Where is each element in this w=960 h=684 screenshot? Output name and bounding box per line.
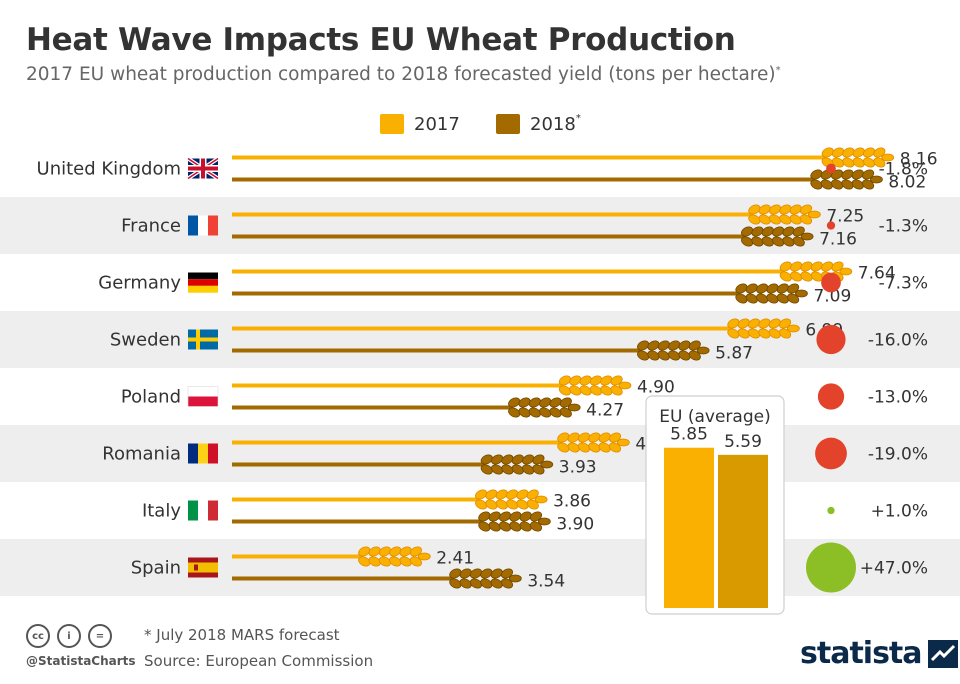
legend-item-2017: 2017 — [380, 112, 460, 136]
country-label-spain: Spain — [131, 558, 181, 579]
country-label-france: France — [121, 216, 181, 237]
bar-2018-poland — [232, 397, 581, 418]
change-bubble-sweden — [816, 324, 846, 355]
bar-2018-germany — [232, 283, 808, 304]
bar-2017-sweden — [232, 318, 800, 339]
legend-mark-2018: * — [575, 113, 581, 124]
change-label-romania: -19.0% — [868, 445, 928, 465]
value-label-2017-italy: 3.86 — [553, 492, 591, 512]
value-label-2018-sweden: 5.87 — [715, 344, 753, 364]
uk-flag-icon — [186, 156, 220, 181]
bar-2018-france — [232, 226, 814, 247]
country-label-united-kingdom: United Kingdom — [37, 159, 181, 180]
country-label-italy: Italy — [142, 501, 181, 522]
forecast-note: * July 2018 MARS forecast — [144, 626, 340, 644]
country-label-sweden: Sweden — [110, 330, 181, 351]
bar-2017-italy — [232, 489, 548, 510]
change-label-sweden: -16.0% — [868, 331, 928, 351]
germany-flag-icon — [188, 272, 218, 293]
license-icons: cc i = — [26, 624, 112, 648]
italy-flag-icon — [188, 500, 218, 521]
bar-2017-spain — [232, 546, 431, 567]
value-label-2017-germany: 7.64 — [858, 264, 896, 284]
change-label-united-kingdom: -1.8% — [879, 160, 928, 180]
bar-2018-sweden — [232, 340, 710, 361]
spain-flag-icon — [188, 557, 218, 578]
eu-average-title: EU (average) — [659, 407, 770, 427]
value-label-2018-poland: 4.27 — [586, 401, 624, 421]
eu-bar-2018 — [718, 454, 768, 608]
change-bubble-poland — [817, 383, 845, 410]
bar-2018-italy — [232, 511, 551, 532]
value-label-2018-italy: 3.90 — [556, 515, 594, 535]
bar-2017-france — [232, 204, 821, 225]
bar-2017-romania — [232, 432, 630, 453]
source-note: Source: European Commission — [144, 652, 374, 670]
brand-name: statista — [800, 636, 923, 671]
change-bubble-germany — [821, 272, 841, 293]
change-label-spain: +47.0% — [860, 559, 928, 579]
value-label-2017-poland: 4.90 — [637, 378, 675, 398]
subtitle-text: 2017 EU wheat production compared to 201… — [26, 64, 776, 85]
value-label-2018-romania: 3.93 — [559, 458, 597, 478]
value-label-2018-spain: 3.54 — [527, 572, 565, 592]
change-bubble-romania — [815, 437, 847, 470]
bar-2017-poland — [232, 375, 632, 396]
value-label-2018-germany: 7.09 — [813, 287, 851, 307]
eu-bar-2017 — [664, 447, 714, 608]
change-label-poland: -13.0% — [868, 388, 928, 408]
value-label-2017-france: 7.25 — [826, 207, 864, 227]
row-background-sweden — [0, 311, 960, 368]
eu-value-label-2017: 5.85 — [670, 425, 708, 445]
change-label-italy: +1.0% — [871, 502, 928, 522]
romania-flag-icon — [188, 443, 218, 464]
change-bubble-spain — [806, 542, 856, 593]
legend-item-2018: 2018 * — [496, 112, 581, 136]
change-bubble-united-kingdom — [826, 163, 836, 174]
row-background-romania — [0, 425, 960, 482]
value-label-2018-france: 7.16 — [819, 230, 857, 250]
legend-label-2018: 2018 — [530, 113, 576, 135]
france-flag-icon — [188, 215, 218, 236]
bar-2018-romania — [232, 454, 554, 475]
page-title: Heat Wave Impacts EU Wheat Production — [26, 22, 736, 58]
poland-flag-icon — [187, 386, 219, 407]
legend-swatch-2018 — [496, 114, 520, 134]
cc-icon: cc — [26, 624, 50, 648]
bar-2018-spain — [232, 568, 522, 589]
social-handle: @StatistaCharts — [26, 654, 136, 668]
bar-2017-united-kingdom — [232, 147, 895, 168]
change-label-france: -1.3% — [879, 217, 928, 237]
page-subtitle: 2017 EU wheat production compared to 201… — [26, 64, 781, 85]
brand-logo: statista — [800, 636, 958, 671]
subtitle-mark: * — [775, 64, 781, 76]
bar-2017-germany — [232, 261, 853, 282]
value-label-2018-united-kingdom: 8.02 — [888, 173, 926, 193]
value-label-2017-spain: 2.41 — [436, 549, 474, 569]
change-label-germany: -7.3% — [879, 274, 928, 294]
value-label-2017-united-kingdom: 8.16 — [900, 150, 938, 170]
legend-label-2017: 2017 — [414, 113, 460, 135]
sweden-flag-icon — [188, 329, 218, 350]
country-label-poland: Poland — [121, 387, 181, 408]
legend-swatch-2017 — [380, 114, 404, 134]
no-derivatives-icon: = — [88, 624, 112, 648]
eu-value-label-2018: 5.59 — [724, 432, 762, 452]
change-bubble-italy — [827, 506, 835, 515]
brand-mark-icon — [927, 639, 958, 668]
bar-2018-united-kingdom — [232, 169, 883, 190]
country-label-germany: Germany — [98, 273, 181, 294]
attribution-icon: i — [57, 624, 81, 648]
change-bubble-france — [826, 221, 836, 230]
country-label-romania: Romania — [102, 444, 181, 465]
chart-legend: 2017 2018 * — [0, 112, 960, 136]
